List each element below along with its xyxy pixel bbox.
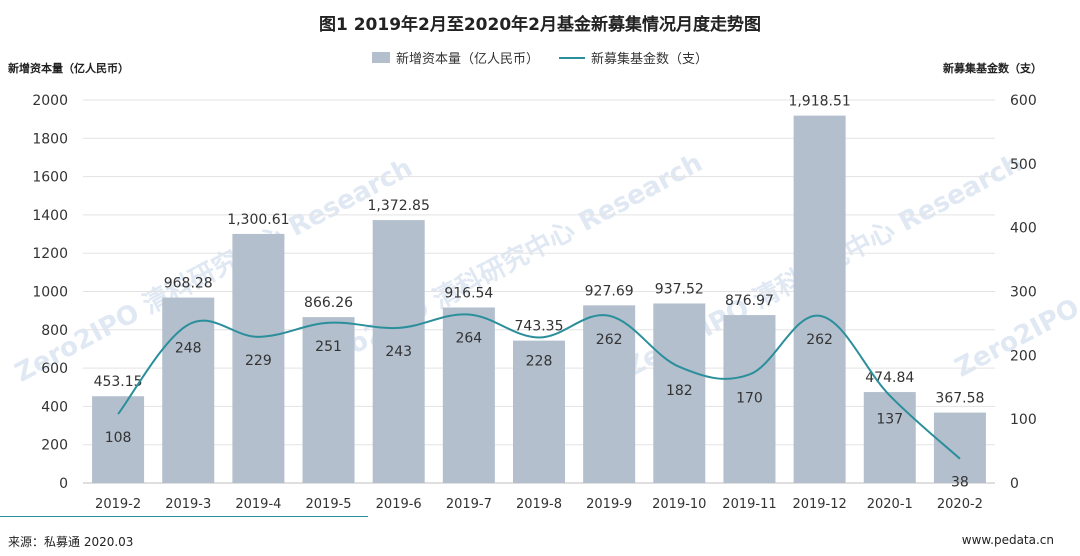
line-value-label: 170 (736, 390, 763, 406)
source-note: 来源：私募通 2020.03 (8, 535, 134, 549)
y-right-tick-label: 300 (1010, 285, 1037, 301)
y-right-tick-label: 0 (1010, 476, 1019, 492)
bar (513, 340, 565, 483)
line-value-label: 262 (806, 332, 833, 348)
x-tick-label: 2019-11 (722, 497, 776, 512)
bar-value-label: 1,300.61 (227, 212, 289, 228)
line-value-label: 38 (951, 475, 969, 491)
bar (162, 297, 215, 483)
x-tick-label: 2019-12 (792, 497, 846, 512)
bar-value-label: 743.35 (515, 319, 564, 335)
line-value-label: 264 (455, 330, 482, 346)
legend-item-bar: 新增资本量（亿人民币） (371, 48, 539, 67)
bar-value-label: 453.15 (94, 374, 143, 390)
y-left-tick-label: 1600 (32, 170, 68, 186)
y-left-tick-label: 1200 (32, 246, 68, 262)
y-left-tick-label: 800 (41, 323, 68, 339)
x-tick-label: 2019-2 (95, 497, 141, 512)
bar (372, 220, 425, 483)
x-tick-label: 2019-8 (516, 497, 562, 512)
y-right-tick-label: 200 (1010, 348, 1037, 364)
legend-bar-swatch (371, 52, 390, 63)
y-left-tick-label: 2000 (32, 93, 68, 109)
bar (442, 307, 495, 483)
x-tick-label: 2019-4 (235, 497, 281, 512)
left-axis-caption: 新增资本量（亿人民币） (8, 62, 129, 75)
line-value-label: 243 (385, 344, 412, 360)
x-tick-label: 2019-7 (446, 497, 492, 512)
x-tick-label: 2019-9 (586, 497, 632, 512)
bar-value-label: 927.69 (585, 283, 634, 299)
chart-legend: 新增资本量（亿人民币） 新募集基金数（支） (0, 48, 1080, 67)
x-tick-label: 2019-3 (165, 497, 211, 512)
legend-line-swatch (559, 56, 585, 59)
bar (302, 317, 355, 483)
bar (933, 412, 986, 483)
line-value-label: 182 (666, 383, 693, 399)
y-left-tick-label: 400 (41, 399, 68, 415)
bar (232, 233, 285, 483)
x-tick-label: 2020-2 (937, 497, 983, 512)
bar-value-label: 968.28 (164, 276, 213, 292)
y-left-tick-label: 1800 (32, 131, 68, 147)
x-tick-label: 2019-10 (652, 497, 706, 512)
line-value-label: 108 (105, 430, 132, 446)
y-left-tick-label: 1000 (32, 285, 68, 301)
bar (793, 115, 846, 483)
y-right-tick-label: 500 (1010, 157, 1037, 173)
bar-value-label: 367.58 (935, 391, 984, 407)
line-value-label: 262 (596, 332, 623, 348)
y-left-tick-label: 1400 (32, 208, 68, 224)
bar (653, 303, 706, 483)
bar-value-label: 866.26 (304, 295, 353, 311)
x-tick-label: 2020-1 (867, 497, 913, 512)
line-value-label: 228 (526, 353, 553, 369)
line-value-label: 229 (245, 353, 272, 369)
legend-label-bar: 新增资本量（亿人民币） (395, 52, 539, 67)
site-url: www.pedata.cn (961, 533, 1054, 547)
y-right-tick-label: 100 (1010, 412, 1037, 428)
bar-value-label: 916.54 (444, 285, 493, 301)
bar (583, 305, 636, 483)
y-right-tick-label: 600 (1010, 93, 1037, 109)
line-value-label: 251 (315, 339, 342, 355)
x-tick-label: 2019-6 (376, 497, 422, 512)
y-left-tick-label: 0 (59, 476, 68, 492)
legend-item-line: 新募集基金数（支） (559, 48, 708, 67)
bar-value-label: 937.52 (655, 281, 704, 297)
divider-line (0, 516, 368, 517)
bar (92, 396, 145, 483)
y-right-tick-label: 400 (1010, 221, 1037, 237)
right-axis-caption: 新募集基金数（支） (943, 62, 1042, 75)
line-value-label: 248 (175, 341, 202, 357)
legend-label-line: 新募集基金数（支） (591, 52, 709, 67)
y-left-tick-label: 200 (41, 438, 68, 454)
bar (723, 315, 776, 483)
line-value-label: 137 (876, 412, 903, 428)
bar-value-label: 1,372.85 (368, 198, 430, 214)
bar-value-label: 1,918.51 (788, 94, 850, 110)
x-tick-label: 2019-5 (306, 497, 352, 512)
bar (863, 392, 916, 483)
series-line (117, 313, 961, 460)
chart-title: 图1 2019年2月至2020年2月基金新募集情况月度走势图 (318, 15, 762, 35)
y-left-tick-label: 600 (41, 361, 68, 377)
bar-value-label: 876.97 (725, 293, 774, 309)
